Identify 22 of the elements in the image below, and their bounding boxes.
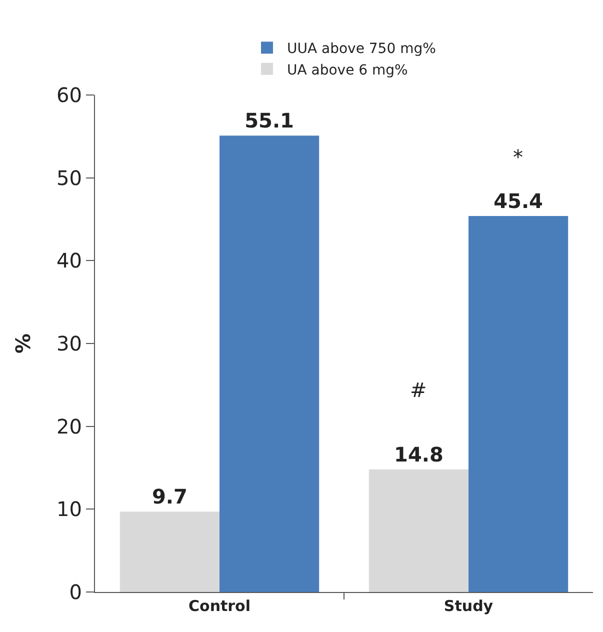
- data-label: 55.1: [244, 108, 294, 133]
- y-tick-label: 60: [56, 83, 82, 107]
- annotation: #: [410, 378, 427, 402]
- bar: [468, 216, 568, 592]
- x-tick-label: Study: [444, 597, 494, 615]
- legend-label: UA above 6 mg%: [287, 62, 408, 78]
- annotation: *: [513, 145, 523, 169]
- data-label: 9.7: [152, 484, 188, 509]
- y-axis-title: %: [11, 333, 36, 354]
- y-tick-label: 50: [56, 166, 82, 190]
- y-tick-label: 40: [56, 248, 82, 273]
- data-label: 45.4: [494, 188, 543, 213]
- legend-label: UUA above 750 mg%: [287, 41, 436, 58]
- bar: [220, 136, 320, 592]
- y-tick-label: 10: [56, 497, 82, 522]
- y-tick-label: 0: [69, 580, 82, 604]
- data-label: 14.8: [394, 442, 444, 466]
- bar: [368, 469, 468, 592]
- y-tick-label: 30: [56, 332, 82, 356]
- bar: [120, 512, 220, 592]
- x-tick-label: Control: [188, 597, 251, 615]
- y-tick-label: 20: [56, 414, 82, 438]
